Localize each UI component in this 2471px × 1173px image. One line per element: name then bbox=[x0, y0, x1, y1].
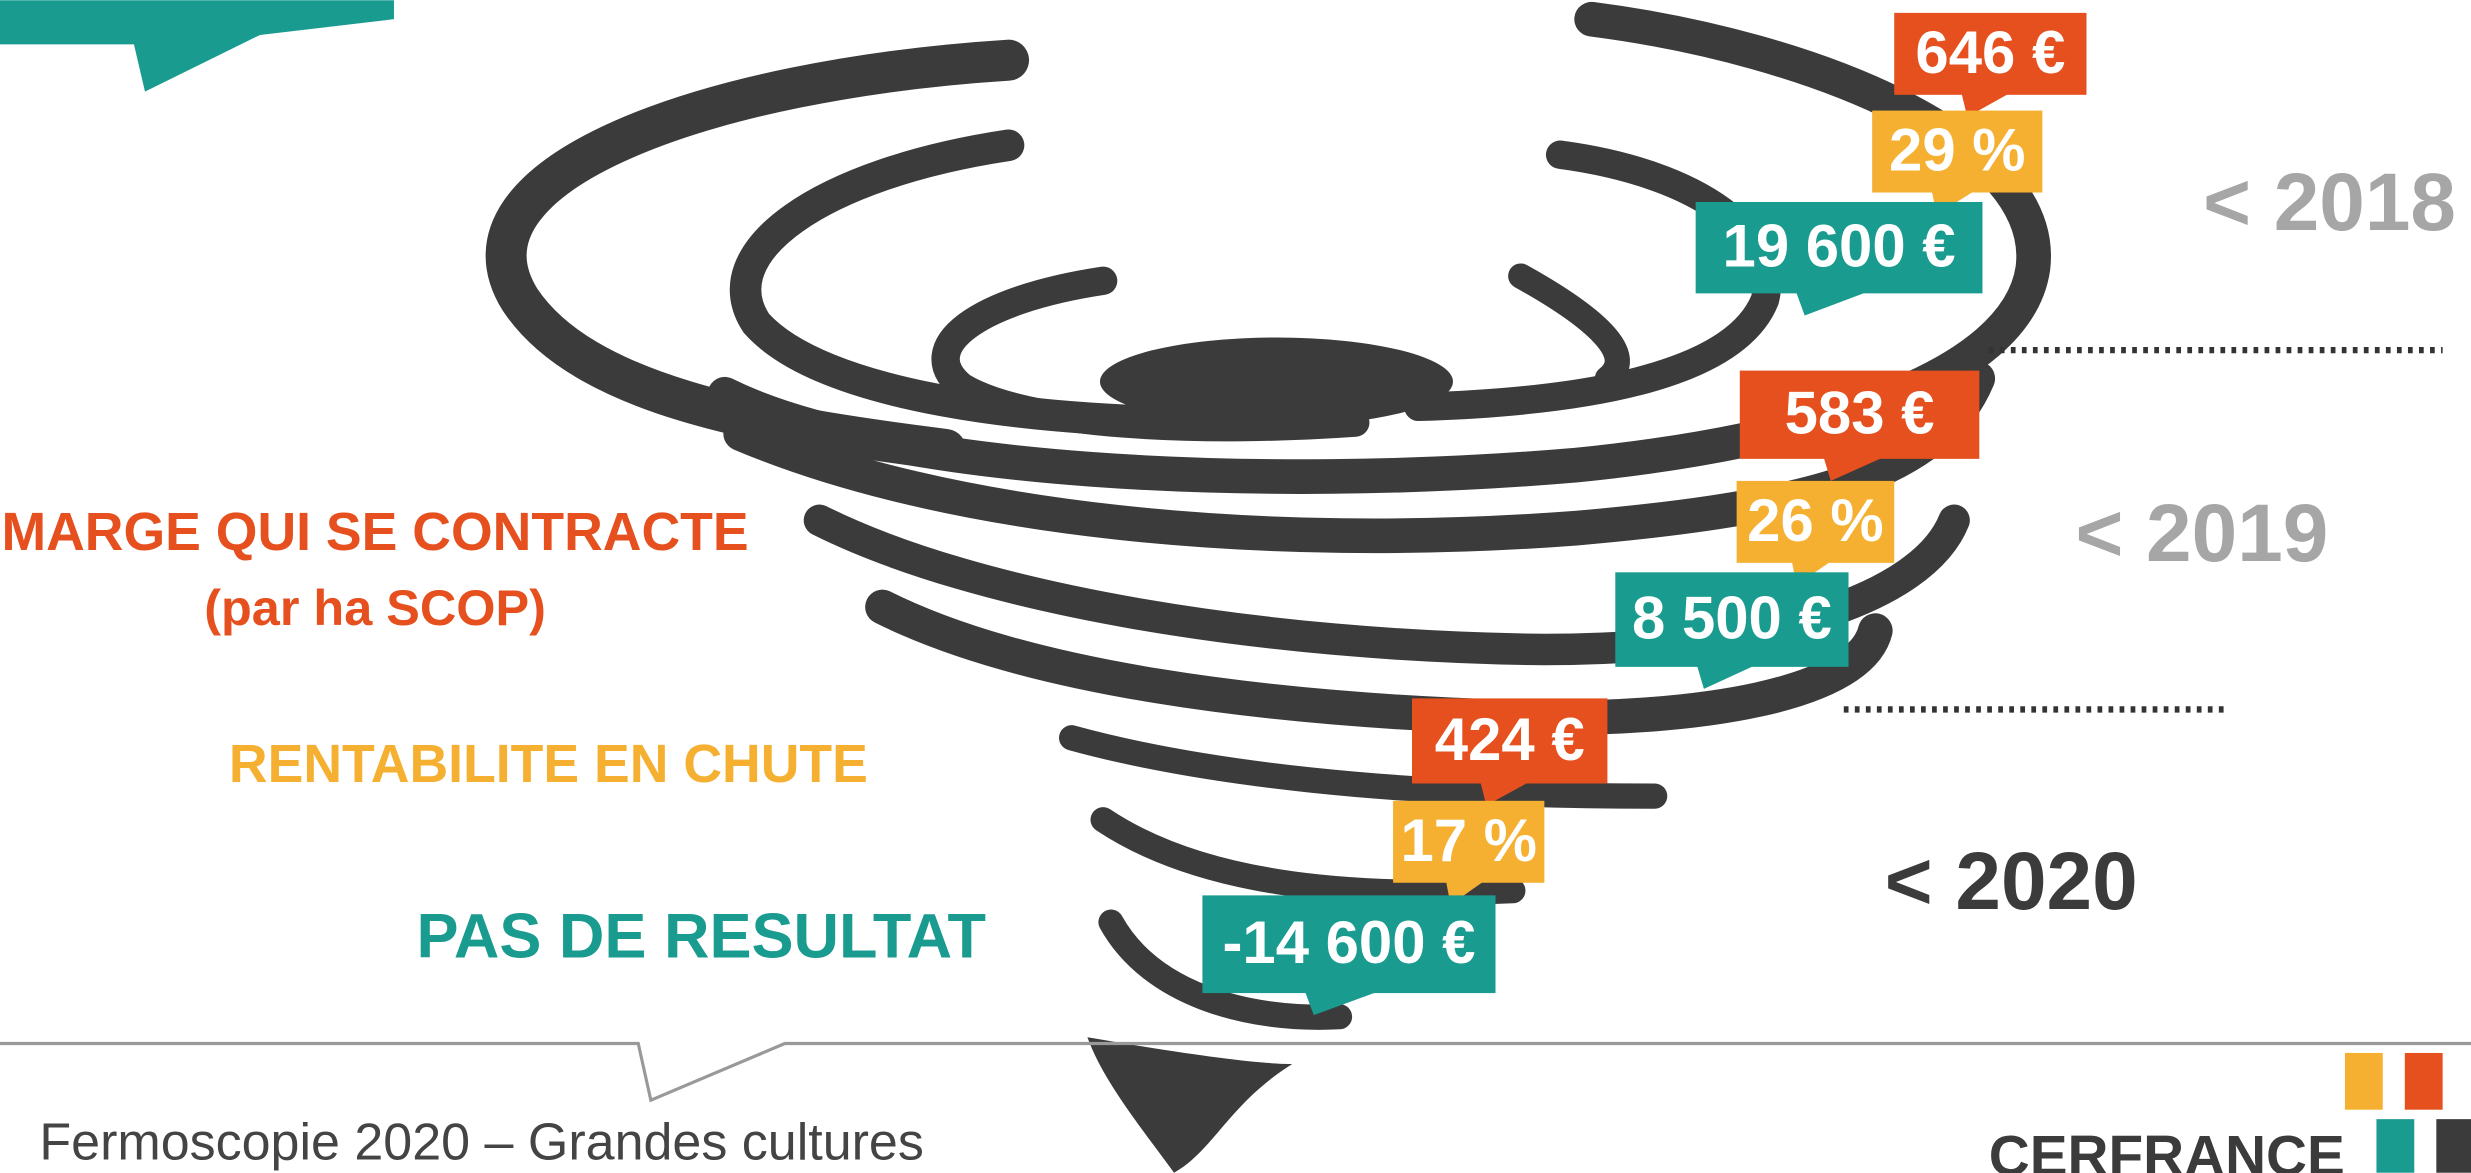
callout-value: 8 500 € bbox=[1632, 585, 1832, 652]
callout-value: 26 % bbox=[1747, 487, 1883, 554]
callout-result: 19 600 € bbox=[1696, 202, 1983, 315]
callout-value: 29 % bbox=[1889, 117, 2025, 184]
callout-tail bbox=[1796, 292, 1868, 316]
slide: MARGE QUI SE CONTRACTE (par ha SCOP) REN… bbox=[0, 0, 2471, 1173]
callout-value: 17 % bbox=[1400, 807, 1536, 874]
year-label: < 2019 bbox=[2075, 488, 2328, 579]
callout-profitability: 26 % bbox=[1737, 481, 1895, 585]
legend-margin-note: (par ha SCOP) bbox=[204, 579, 546, 636]
legend-profitability: RENTABILITE EN CHUTE bbox=[229, 734, 868, 794]
footer-title: Fermoscopie 2020 – Grandes cultures bbox=[39, 1114, 923, 1172]
callout-value: 19 600 € bbox=[1723, 213, 1956, 280]
callout-value: 424 € bbox=[1435, 706, 1585, 773]
year-label: < 2018 bbox=[2203, 157, 2456, 248]
header-shape bbox=[0, 0, 394, 91]
year-label: < 2020 bbox=[1885, 836, 2138, 927]
callout-margin: 583 € bbox=[1740, 371, 1980, 481]
page: MARGE QUI SE CONTRACTE (par ha SCOP) REN… bbox=[0, 0, 2471, 1173]
callout-value: 646 € bbox=[1915, 19, 2065, 86]
logo-text: CERFRANCE bbox=[1989, 1125, 2345, 1173]
logo: CERFRANCE bbox=[1989, 1053, 2471, 1173]
callout-value: -14 600 € bbox=[1222, 909, 1475, 976]
legend-result: PAS DE RESULTAT bbox=[417, 902, 986, 972]
legend-margin: MARGE QUI SE CONTRACTE bbox=[1, 502, 748, 562]
callout-value: 583 € bbox=[1785, 380, 1935, 447]
